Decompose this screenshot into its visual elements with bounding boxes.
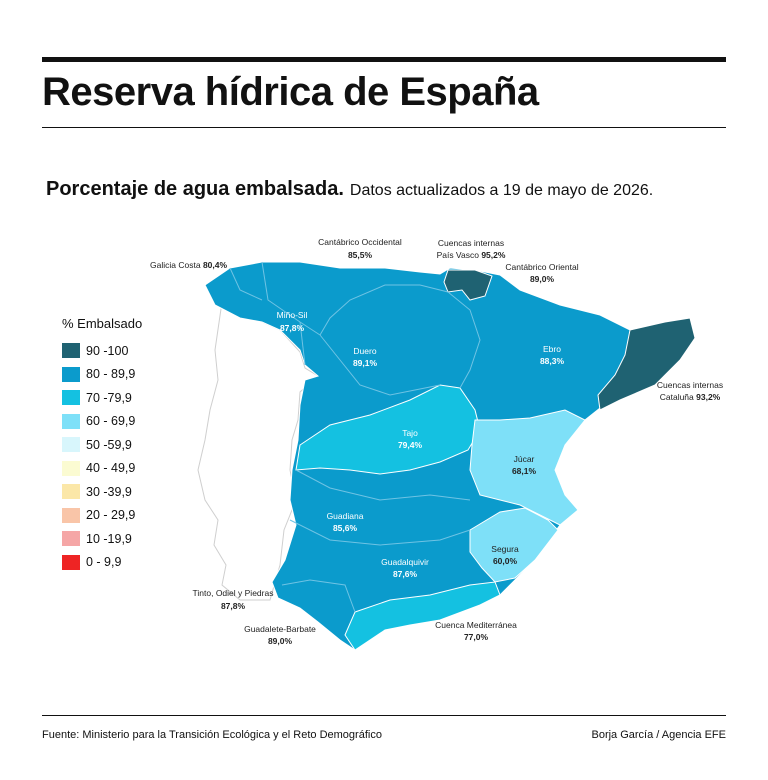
legend-item: 80 - 89,9 — [62, 363, 142, 387]
label-cantabrico-occidental-value: 85,5% — [348, 250, 373, 260]
legend-item: 50 -59,9 — [62, 433, 142, 457]
basin-cataluna — [597, 317, 696, 411]
legend-item: 60 - 69,9 — [62, 410, 142, 434]
legend-label: 80 - 89,9 — [86, 367, 136, 382]
legend-item: 90 -100 — [62, 339, 142, 363]
legend-item: 0 - 9,9 — [62, 551, 142, 575]
legend-item: 70 -79,9 — [62, 386, 142, 410]
legend: % Embalsado 90 -100 80 - 89,9 70 -79,9 60 -… — [62, 316, 142, 574]
legend-item: 40 - 49,9 — [62, 457, 142, 481]
label-cataluna-name: Cuencas internas — [657, 380, 723, 390]
label-cantabrico-oriental-name: Cantábrico Oriental — [505, 262, 578, 272]
legend-swatch — [62, 390, 80, 406]
label-tinto-value: 87,8% — [221, 601, 246, 611]
legend-label: 50 -59,9 — [86, 437, 132, 452]
legend-label: 90 -100 — [86, 343, 129, 358]
basin-pais-vasco — [443, 269, 493, 301]
legend-item: 20 - 29,9 — [62, 504, 142, 528]
label-jucar-value: 68,1% — [512, 466, 537, 476]
label-cantabrico-oriental-value: 89,0% — [530, 274, 555, 284]
label-mediterranea-value: 77,0% — [464, 632, 489, 642]
bottom-rule — [42, 715, 726, 716]
top-rule — [42, 57, 726, 62]
label-jucar-name: Júcar — [514, 454, 535, 464]
legend-label: 0 - 9,9 — [86, 555, 122, 570]
label-pais-vasco-name: Cuencas internas — [438, 238, 504, 248]
legend-label: 70 -79,9 — [86, 390, 132, 405]
label-tajo-name: Tajo — [402, 428, 418, 438]
label-guadalquivir-name: Guadalquivir — [381, 557, 429, 567]
legend-item: 30 -39,9 — [62, 480, 142, 504]
legend-label: 40 - 49,9 — [86, 461, 136, 476]
label-segura-value: 60,0% — [493, 556, 518, 566]
basin-labels: Galicia Costa 80,4% Cantábrico Occidenta… — [150, 237, 723, 646]
legend-swatch — [62, 413, 80, 429]
legend-label: 60 - 69,9 — [86, 414, 136, 429]
credit-note: Borja García / Agencia EFE — [591, 729, 726, 741]
label-mediterranea-name: Cuenca Mediterránea — [435, 620, 517, 630]
label-guadalete-value: 89,0% — [268, 636, 293, 646]
label-guadiana-name: Guadiana — [327, 511, 364, 521]
label-guadiana-value: 85,6% — [333, 523, 358, 533]
label-cataluna-name2: Cataluña 93,2% — [660, 392, 721, 402]
basin-jucar — [469, 409, 586, 526]
label-mino-sil-value: 87,8% — [280, 323, 305, 333]
legend-swatch — [62, 460, 80, 476]
legend-label: 10 -19,9 — [86, 531, 132, 546]
basin-mediterranea — [344, 581, 501, 651]
source-note: Fuente: Ministerio para la Transición Ec… — [42, 729, 382, 741]
legend-swatch — [62, 343, 80, 359]
basin-segura — [469, 507, 559, 583]
legend-swatch — [62, 554, 80, 570]
label-guadalete-name: Guadalete-Barbate — [244, 624, 316, 634]
page-title: Reserva hídrica de España — [42, 70, 539, 114]
label-galicia-costa: Galicia Costa 80,4% — [150, 260, 227, 270]
subtitle-strong: Porcentaje de agua embalsada. — [46, 178, 344, 200]
label-ebro-value: 88,3% — [540, 356, 565, 366]
label-tajo-value: 79,4% — [398, 440, 423, 450]
label-segura-name: Segura — [491, 544, 519, 554]
legend-swatch — [62, 507, 80, 523]
label-ebro-name: Ebro — [543, 344, 561, 354]
label-duero-value: 89,1% — [353, 358, 378, 368]
title-rule — [42, 127, 726, 128]
legend-title: % Embalsado — [62, 316, 143, 331]
legend-swatch — [62, 531, 80, 547]
label-cantabrico-occidental-name: Cantábrico Occidental — [318, 237, 402, 247]
label-pais-vasco-name2: País Vasco 95,2% — [437, 250, 506, 260]
label-mino-sil-name: Miño-Sil — [277, 310, 308, 320]
subtitle-light: Datos actualizados a 19 de mayo de 2026. — [349, 182, 654, 199]
legend-swatch — [62, 437, 80, 453]
basin-boundaries — [229, 261, 481, 613]
label-duero-name: Duero — [353, 346, 376, 356]
legend-label: 20 - 29,9 — [86, 508, 136, 523]
label-guadalquivir-value: 87,6% — [393, 569, 418, 579]
subtitle: Porcentaje de agua embalsada. Datos actua… — [46, 178, 653, 201]
legend-swatch — [62, 484, 80, 500]
legend-label: 30 -39,9 — [86, 484, 132, 499]
label-tinto-name: Tinto, Odiel y Piedras — [193, 588, 274, 598]
legend-swatch — [62, 366, 80, 382]
legend-item: 10 -19,9 — [62, 527, 142, 551]
